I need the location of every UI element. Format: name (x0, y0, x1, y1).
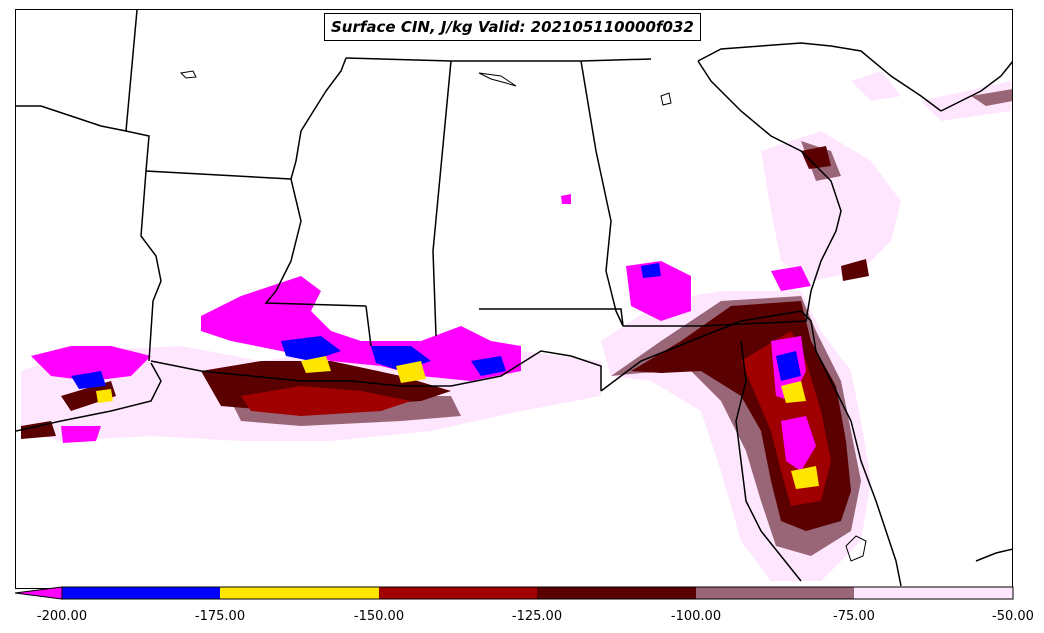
colorbar-bin-yellow (220, 587, 379, 599)
cin-map (16, 10, 1012, 587)
colorbar (14, 586, 1014, 600)
colorbar-tick-label: -75.00 (833, 609, 875, 624)
colorbar-outline (61, 586, 1014, 600)
colorbar-tick-label: -50.00 (992, 609, 1034, 624)
colorbar-tick-label: -175.00 (194, 609, 246, 624)
colorbar-tick-label: -200.00 (36, 609, 88, 624)
state-boundaries (16, 10, 1012, 587)
colorbar-bin-blue (62, 587, 220, 599)
colorbar-extend-arrow (14, 586, 63, 600)
colorbar-bin-maroon (537, 587, 696, 599)
cin-field-red (241, 331, 831, 506)
cin-field-yellow (96, 356, 819, 489)
colorbar-tick-label: -100.00 (670, 609, 722, 624)
colorbar-bin-light (854, 587, 1013, 599)
colorbar-bin-mauve (696, 587, 854, 599)
colorbar-bin-red (379, 587, 537, 599)
map-title-text: Surface CIN, J/kg Valid: 202105110000f03… (331, 18, 694, 36)
cin-field-light (21, 71, 1011, 581)
colorbar-tick-label: -150.00 (353, 609, 405, 624)
map-title: Surface CIN, J/kg Valid: 202105110000f03… (324, 13, 701, 41)
colorbar-tick-label: -125.00 (511, 609, 563, 624)
lakes (179, 70, 867, 562)
map-panel (15, 9, 1013, 589)
